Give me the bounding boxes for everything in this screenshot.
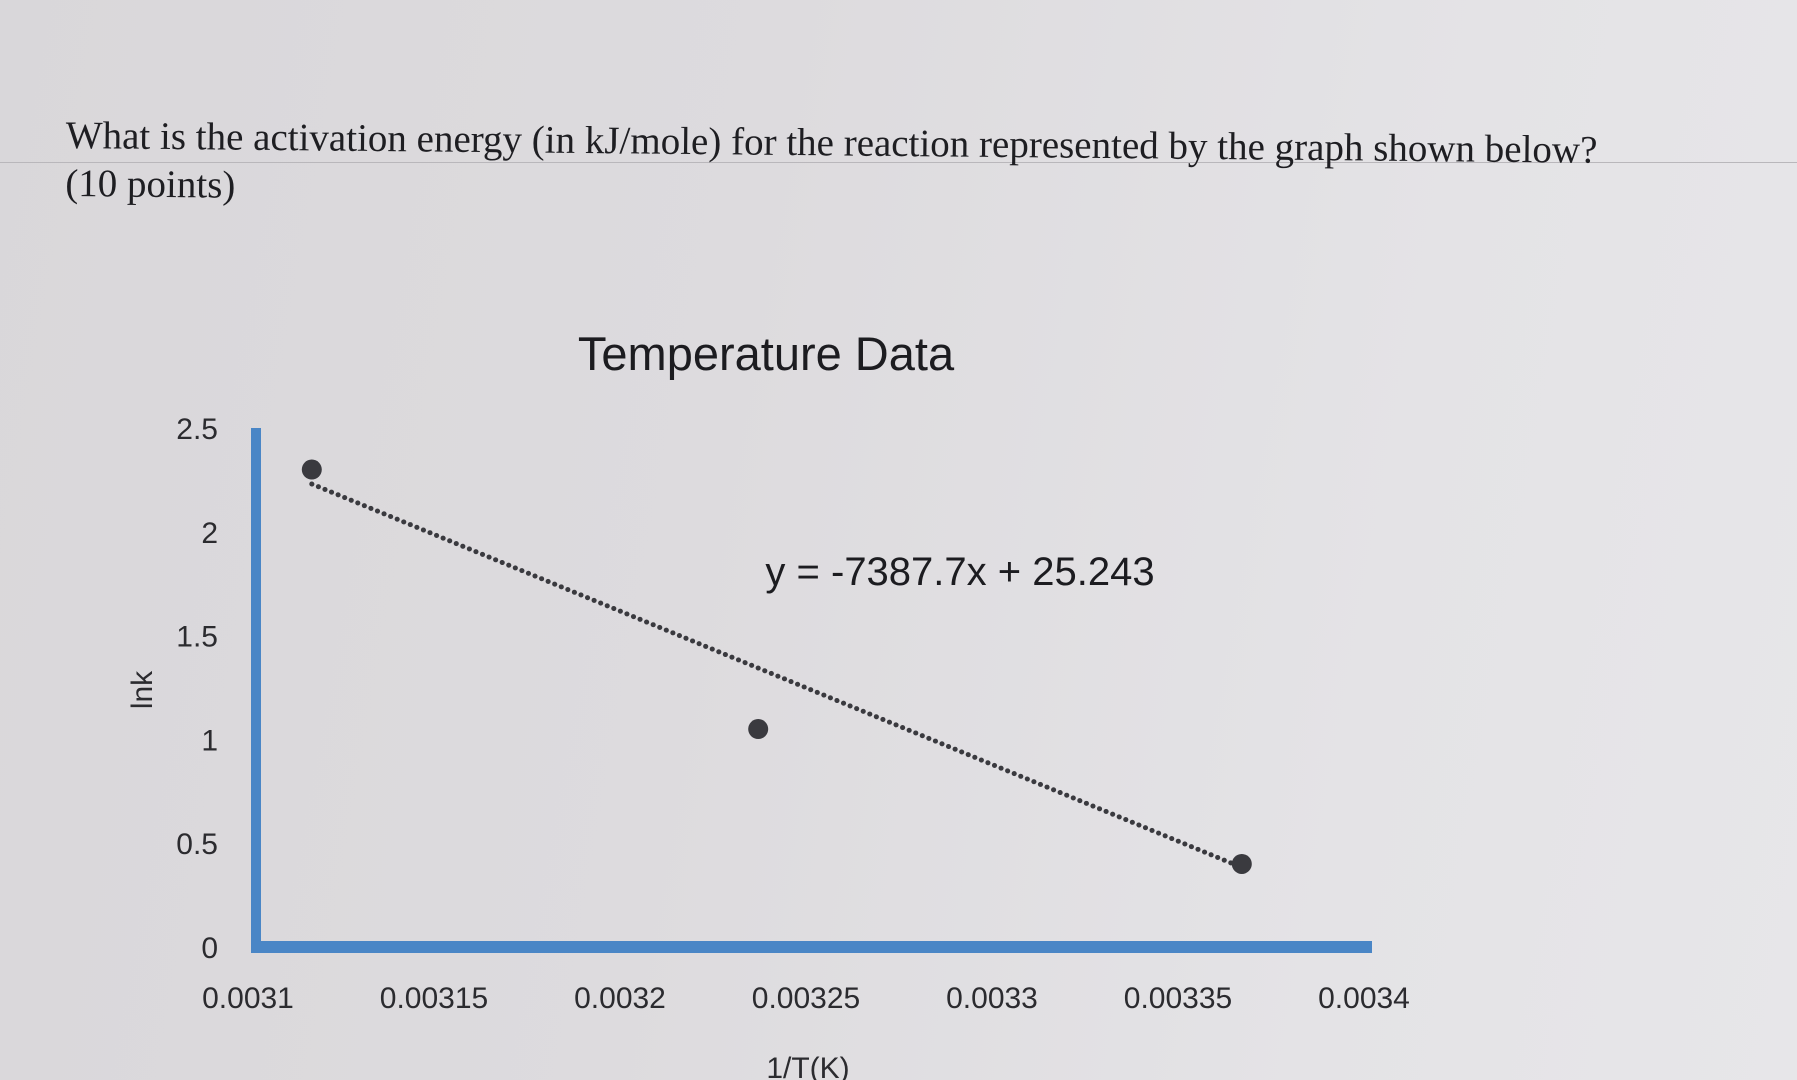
y-tick-labels: 0 0.5 1 1.5 2 2.5 <box>176 413 218 965</box>
x-tick-labels: 0.0031 0.00315 0.0032 0.00325 0.0033 0.00335 0… <box>202 982 1410 1015</box>
x-axis-label: 1/T(K) <box>766 1052 849 1080</box>
x-tick-label: 0.0033 <box>946 982 1038 1015</box>
y-tick-label: 0.5 <box>176 828 218 861</box>
chart-title: Temperature Data <box>578 327 955 380</box>
x-tick-label: 0.0032 <box>574 982 666 1015</box>
y-tick-label: 1.5 <box>176 621 218 654</box>
y-tick-label: 2.5 <box>176 413 218 446</box>
data-point <box>1231 853 1252 874</box>
x-tick-label: 0.00315 <box>380 982 488 1015</box>
data-point <box>748 719 769 740</box>
y-axis-label: lnk <box>126 670 159 709</box>
x-tick-label: 0.00325 <box>752 982 860 1015</box>
y-tick-label: 0 <box>201 932 218 965</box>
data-point <box>301 459 322 480</box>
x-tick-label: 0.0031 <box>202 982 294 1015</box>
trendline <box>309 481 1245 870</box>
y-tick-label: 2 <box>201 517 218 550</box>
data-points <box>301 459 1252 874</box>
x-tick-label: 0.0034 <box>1318 982 1410 1015</box>
trendline-equation: y = -7387.7x + 25.243 <box>765 550 1154 594</box>
y-tick-label: 1 <box>201 724 218 757</box>
page-rule <box>0 162 1797 163</box>
x-tick-label: 0.00335 <box>1124 982 1232 1015</box>
